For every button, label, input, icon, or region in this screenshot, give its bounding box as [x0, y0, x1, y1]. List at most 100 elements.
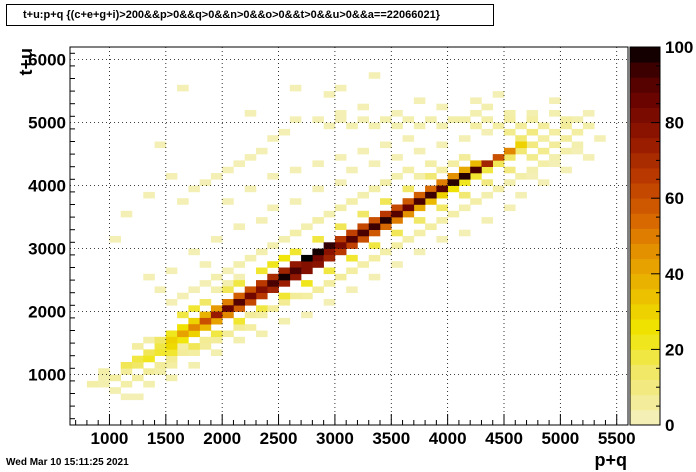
heatmap-cell: [278, 236, 291, 243]
heatmap-cell: [334, 242, 347, 249]
heatmap-cell: [436, 204, 448, 212]
heatmap-cell: [413, 122, 426, 130]
heatmap-cell: [177, 349, 189, 356]
heatmap-cell: [188, 362, 200, 369]
heatmap-cell: [177, 292, 189, 300]
heatmap-cell: [188, 324, 200, 331]
heatmap-cell: [481, 160, 494, 167]
heatmap-cell: [154, 343, 167, 350]
x-tick-label: 3000: [316, 429, 354, 448]
heatmap-cell: [267, 273, 279, 281]
heatmap-cell: [132, 374, 144, 382]
heatmap-cell: [132, 393, 144, 401]
heatmap-cell: [188, 349, 200, 356]
heatmap-cell: [515, 135, 527, 142]
heatmap-cell: [267, 242, 279, 249]
heatmap-cell: [436, 217, 448, 224]
heatmap-cell: [413, 147, 426, 155]
heatmap-cell: [380, 116, 392, 123]
heatmap-cell: [256, 217, 268, 224]
heatmap-cell: [470, 198, 482, 205]
heatmap-cell: [560, 135, 572, 142]
heatmap-cell: [210, 273, 223, 281]
heatmap-cell: [537, 122, 550, 130]
heatmap-cell: [470, 160, 482, 167]
heatmap-cell: [154, 286, 167, 293]
heatmap-cell: [244, 185, 257, 193]
heatmap-cell: [425, 160, 437, 167]
colorbar-segment: [630, 92, 660, 108]
heatmap-cell: [458, 166, 471, 174]
heatmap-cell: [210, 349, 223, 356]
heatmap-cell: [256, 280, 268, 287]
x-axis: 1000 1500 2000 2500 3000 3500 4000 4500 5000 5500: [75, 414, 636, 448]
heatmap-cell: [143, 191, 155, 199]
heatmap-cell: [165, 362, 178, 369]
heatmap-cell: [289, 248, 302, 256]
heatmap-cell: [233, 305, 246, 312]
heatmap-cell: [278, 267, 291, 275]
heatmap-cell: [334, 110, 347, 117]
heatmap-cell: [199, 336, 212, 344]
heatmap-cell: [323, 267, 336, 275]
heatmap-cell: [267, 173, 279, 180]
heatmap-cell: [334, 179, 347, 186]
heatmap-cell: [210, 317, 223, 325]
heatmap-cell: [402, 185, 415, 193]
heatmap-cell: [368, 217, 381, 224]
heatmap-cell: [278, 254, 291, 262]
heatmap-cell: [233, 299, 246, 306]
heatmap-cell: [323, 248, 336, 256]
heatmap-cell: [312, 286, 324, 293]
heatmap-cell: [368, 185, 381, 193]
heatmap-cell: [504, 204, 516, 212]
heatmap-cell: [289, 267, 302, 275]
heatmap-cell: [458, 179, 471, 186]
heatmap-cell: [492, 91, 505, 98]
heatmap-cell: [334, 248, 347, 256]
heatmap-cell: [368, 72, 381, 79]
heatmap-cell: [481, 217, 494, 224]
heatmap-cell: [278, 299, 291, 306]
heatmap-cell: [492, 122, 505, 130]
heatmap-cell: [470, 110, 482, 117]
heatmap-cell: [346, 229, 358, 237]
heatmap-cell: [549, 128, 561, 136]
heatmap-cell: [549, 97, 561, 104]
heatmap-cell: [289, 198, 302, 205]
heatmap-cell: [301, 311, 313, 319]
heatmap-cell: [526, 173, 539, 180]
heatmap-cell: [368, 223, 381, 230]
heatmap-cell: [334, 116, 347, 123]
heatmap-cell: [481, 128, 494, 136]
heatmap-cell: [571, 141, 584, 149]
heatmap-cell: [188, 317, 200, 325]
heatmap-cell: [289, 229, 302, 237]
heatmap-cell: [199, 179, 212, 186]
colorbar-segment: [630, 273, 660, 290]
heatmap-cell: [334, 154, 347, 161]
heatmap-cell: [334, 204, 347, 212]
heatmap-cell: [267, 286, 279, 293]
colorbar-segment: [630, 152, 660, 169]
heatmap-cell: [256, 292, 268, 300]
heatmap-cell: [244, 110, 257, 117]
heatmap-cell: [210, 236, 223, 243]
colorbar-segment: [630, 167, 660, 184]
heatmap-cell: [515, 147, 527, 155]
heatmap-cell: [289, 84, 302, 92]
heatmap-cell: [244, 299, 257, 306]
heatmap-cell: [391, 154, 403, 161]
heatmap-cell: [188, 305, 200, 312]
heatmap-cell: [301, 292, 313, 300]
heatmap-cell: [267, 204, 279, 212]
heatmap-cell: [143, 380, 155, 388]
heatmap-cell: [165, 330, 178, 338]
heatmap-cell: [391, 210, 403, 218]
heatmap-cell: [334, 236, 347, 243]
heatmap-cell: [312, 248, 324, 256]
heatmap-cell: [458, 135, 471, 142]
heatmap-cell: [199, 299, 212, 306]
colorbar-segment: [630, 62, 660, 78]
heatmap-cell: [447, 210, 460, 218]
